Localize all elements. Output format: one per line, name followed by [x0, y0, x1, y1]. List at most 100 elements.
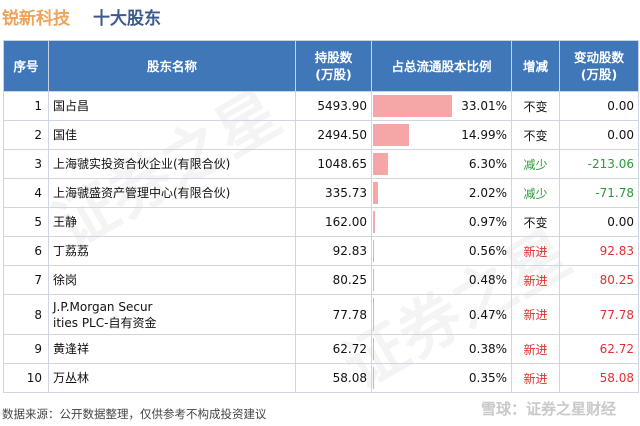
holding-shares: 162.00 [295, 207, 372, 237]
ratio-cell: 0.35% [371, 363, 512, 393]
header-change-line1: 变动股数 [573, 50, 624, 65]
table-row: 6 丁荔荔 92.83 0.56% 新进 92.83 [3, 236, 639, 266]
table-row: 1 国占昌 5493.90 33.01% 不变 0.00 [3, 91, 639, 121]
ratio-bar [373, 298, 375, 331]
table-header-row: 序号 股东名称 持股数 (万股) 占总流通股本比例 增减 变动股数 (万股) [3, 40, 639, 92]
holder-name: 上海虢实投资合伙企业(有限合伙) [53, 157, 231, 171]
table-row: 7 徐岗 80.25 0.48% 新进 80.25 [3, 265, 639, 295]
holder-name: 国占昌 [53, 99, 90, 113]
table-row: 9 黄逢祥 62.72 0.38% 新进 62.72 [3, 334, 639, 364]
holder-name: 徐岗 [53, 273, 78, 287]
row-index: 5 [3, 207, 49, 237]
row-index: 10 [3, 363, 49, 393]
change-shares: 92.83 [559, 236, 639, 266]
ratio-cell: 0.38% [371, 334, 512, 364]
holder-name: 王静 [53, 215, 78, 229]
company-title: 锐新科技 [2, 9, 70, 29]
holder-name: 上海虢盛资产管理中心(有限合伙) [53, 186, 231, 200]
header-change: 变动股数 (万股) [559, 40, 639, 92]
holder-name: J.P.Morgan Secur [53, 299, 153, 314]
title-bar: 锐新科技 十大股东 [0, 0, 640, 30]
holder-name-cell: J.P.Morgan Secur ities PLC-自有资金 [48, 294, 296, 335]
row-index: 9 [3, 334, 49, 364]
holder-name-cell: 黄逢祥 [48, 334, 296, 364]
row-index: 8 [3, 294, 49, 335]
change-shares: 0.00 [559, 207, 639, 237]
row-index: 6 [3, 236, 49, 266]
header-holding-line2: (万股) [315, 67, 352, 82]
holder-name-cell: 万丛林 [48, 363, 296, 393]
holder-name-cell: 国占昌 [48, 91, 296, 121]
table-row: 10 万丛林 58.08 0.35% 新进 58.08 [3, 363, 639, 393]
ratio-cell: 0.47% [371, 294, 512, 335]
table-row: 3 上海虢实投资合伙企业(有限合伙) 1048.65 6.30% 减少 -213.06 [3, 149, 639, 179]
ratio-value: 33.01% [461, 99, 507, 113]
holder-name-cell: 上海虢盛资产管理中心(有限合伙) [48, 178, 296, 208]
row-index: 2 [3, 120, 49, 150]
change-type: 不变 [511, 120, 560, 150]
ratio-value: 0.38% [468, 342, 507, 356]
change-type: 新进 [511, 236, 560, 266]
holder-name: 黄逢祥 [53, 342, 90, 356]
table-row: 8 J.P.Morgan Secur ities PLC-自有资金 77.78 0.47… [3, 294, 639, 335]
change-type: 新进 [511, 334, 560, 364]
holding-shares: 92.83 [295, 236, 372, 266]
holding-shares: 77.78 [295, 294, 372, 335]
holder-name-cell: 上海虢实投资合伙企业(有限合伙) [48, 149, 296, 179]
ratio-value: 14.99% [461, 128, 507, 142]
holder-name-cell: 王静 [48, 207, 296, 237]
ratio-cell: 0.97% [371, 207, 512, 237]
row-index: 7 [3, 265, 49, 295]
holder-name-cell: 徐岗 [48, 265, 296, 295]
ratio-value: 0.47% [468, 307, 507, 322]
ratio-bar [373, 124, 409, 146]
header-holding: 持股数 (万股) [295, 40, 372, 92]
change-type: 不变 [511, 91, 560, 121]
ratio-cell: 2.02% [371, 178, 512, 208]
data-source-note: 数据来源：公开数据整理，仅供参考不构成投资建议 [2, 407, 267, 421]
header-change-line2: (万股) [580, 67, 618, 82]
change-type: 减少 [511, 178, 560, 208]
ratio-value: 2.02% [468, 186, 507, 200]
table-row: 2 国佳 2494.50 14.99% 不变 0.00 [3, 120, 639, 150]
ratio-value: 0.48% [468, 273, 507, 287]
ratio-bar [373, 338, 374, 360]
change-type: 减少 [511, 149, 560, 179]
ratio-cell: 0.56% [371, 236, 512, 266]
holder-name-cell: 国佳 [48, 120, 296, 150]
shareholders-table: 序号 股东名称 持股数 (万股) 占总流通股本比例 增减 变动股数 (万股) 1 国占… [3, 40, 639, 393]
change-shares: 80.25 [559, 265, 639, 295]
ratio-bar [373, 95, 453, 117]
ratio-cell: 14.99% [371, 120, 512, 150]
header-idx: 序号 [3, 40, 49, 92]
holder-name: 丁荔荔 [53, 244, 90, 258]
ratio-value: 0.56% [468, 244, 507, 258]
page-subtitle: 十大股东 [93, 9, 161, 29]
change-type: 新进 [511, 363, 560, 393]
ratio-cell: 0.48% [371, 265, 512, 295]
header-ratio: 占总流通股本比例 [371, 40, 512, 92]
row-index: 3 [3, 149, 49, 179]
brand-logo-text: 雪球：证券之星财经 [480, 400, 616, 418]
change-type: 新进 [511, 294, 560, 335]
ratio-bar [373, 211, 376, 233]
table-row: 4 上海虢盛资产管理中心(有限合伙) 335.73 2.02% 减少 -71.78 [3, 178, 639, 208]
ratio-bar [373, 153, 389, 175]
row-index: 1 [3, 91, 49, 121]
holding-shares: 62.72 [295, 334, 372, 364]
change-shares: -71.78 [559, 178, 639, 208]
change-shares: 58.08 [559, 363, 639, 393]
ratio-cell: 33.01% [371, 91, 512, 121]
change-shares: 0.00 [559, 91, 639, 121]
table-row: 5 王静 162.00 0.97% 不变 0.00 [3, 207, 639, 237]
header-change-type: 增减 [511, 40, 560, 92]
header-name: 股东名称 [48, 40, 296, 92]
holder-name: 万丛林 [53, 371, 90, 385]
ratio-bar [373, 182, 378, 204]
ratio-value: 6.30% [468, 157, 507, 171]
change-type: 不变 [511, 207, 560, 237]
change-shares: 77.78 [559, 294, 639, 335]
holder-name-cell: 丁荔荔 [48, 236, 296, 266]
change-shares: -213.06 [559, 149, 639, 179]
ratio-value: 0.35% [468, 371, 507, 385]
